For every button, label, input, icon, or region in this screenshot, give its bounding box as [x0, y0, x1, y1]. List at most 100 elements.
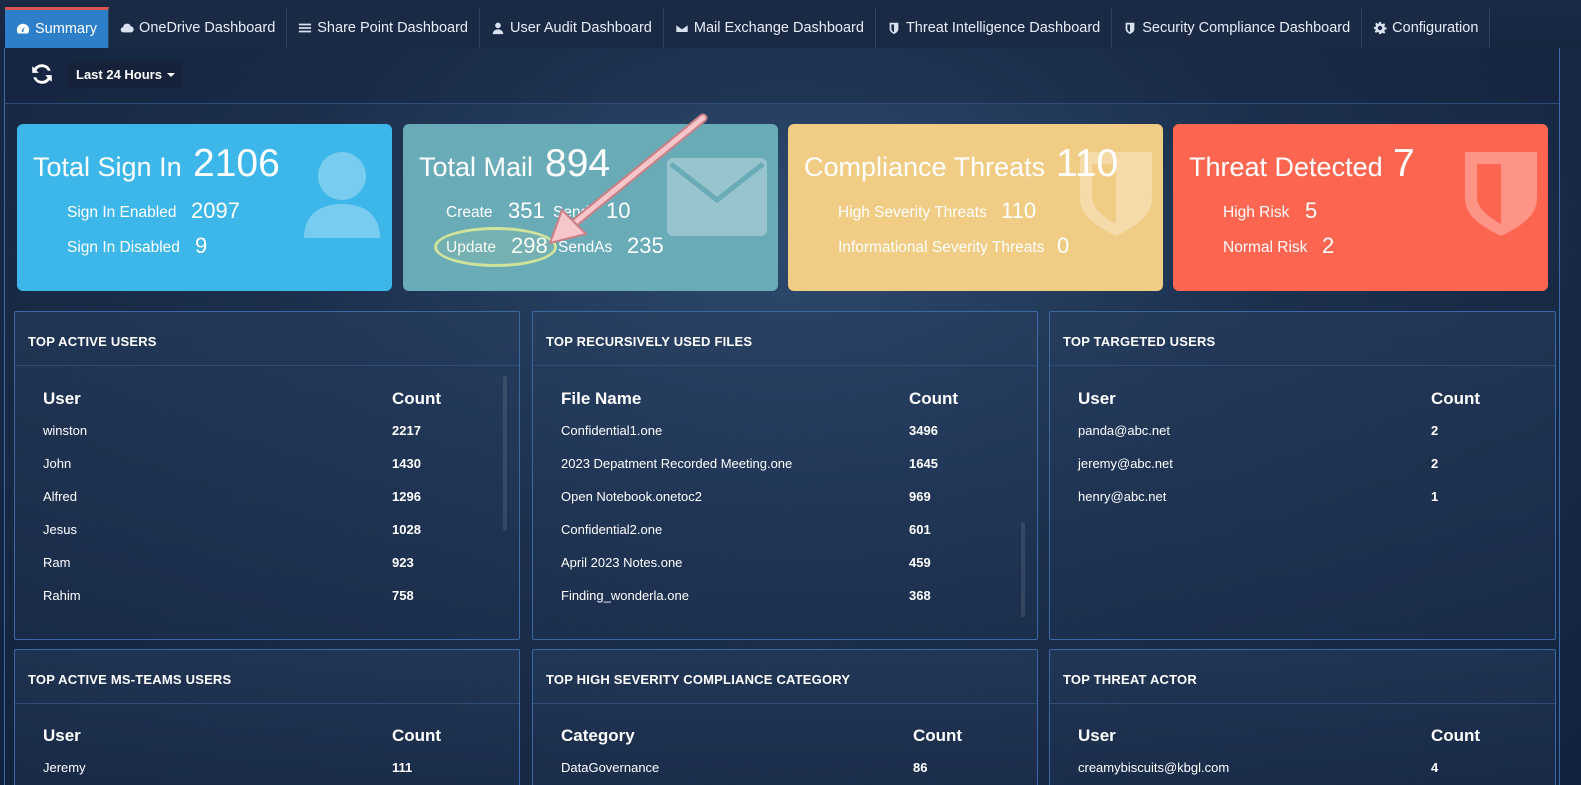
column-header-count: Count: [1431, 389, 1481, 408]
gear-icon: [1373, 21, 1387, 35]
table-body: winston 2217 John 1430 Alfred 1296 Jesus 102…: [15, 423, 519, 621]
caret-down-icon: [166, 72, 175, 77]
table-body: DataGovernance 86: [533, 760, 1037, 785]
table-row[interactable]: Jesus 1028: [43, 522, 421, 537]
table-row[interactable]: Alfred 1296: [43, 489, 421, 504]
cloud-icon: [120, 21, 134, 35]
table-row[interactable]: Open Notebook.onetoc2 969: [561, 489, 931, 504]
create-label: Create: [446, 204, 493, 221]
user-icon: [304, 152, 380, 238]
user-icon: [491, 21, 505, 35]
column-header-count: Count: [1431, 726, 1481, 745]
sign-in-enabled-value: 2097: [191, 198, 240, 223]
column-header-count: Count: [909, 389, 959, 408]
dashboard-icon: [16, 22, 30, 36]
table-row[interactable]: creamybiscuits@kbgl.com 4: [1078, 760, 1439, 775]
tab-label: Mail Exchange Dashboard: [693, 19, 864, 36]
create-value: 351: [508, 198, 545, 223]
tab-threat-intelligence[interactable]: Threat Intelligence Dashboard: [875, 7, 1113, 48]
informational-severity-value: 0: [1057, 233, 1070, 258]
tab-configuration[interactable]: Configuration: [1362, 7, 1491, 48]
table-row[interactable]: jeremy@abc.net 2: [1078, 456, 1439, 471]
sign-in-disabled-label: Sign In Disabled: [67, 239, 180, 256]
panel-title: TOP HIGH SEVERITY COMPLIANCE CATEGORY: [533, 650, 1037, 704]
tab-security-compliance[interactable]: Security Compliance Dashboard: [1112, 7, 1363, 48]
tab-label: Share Point Dashboard: [317, 19, 469, 36]
refresh-icon: [32, 64, 52, 84]
column-header-file-name: File Name: [561, 389, 642, 408]
high-severity-value: 110: [1001, 198, 1037, 223]
tab-bar: Summary OneDrive Dashboard Share Point D…: [0, 0, 1581, 48]
informational-severity-label: Informational Severity Threats: [838, 239, 1045, 256]
column-header-count: Count: [913, 726, 963, 745]
tab-sharepoint[interactable]: Share Point Dashboard: [287, 7, 481, 48]
table-row[interactable]: Confidential1.one 3496: [561, 423, 938, 438]
table-row[interactable]: henry@abc.net 1: [1078, 489, 1439, 504]
toolbar: Last 24 Hours: [5, 48, 1559, 104]
sendas-label: SendAs: [558, 239, 613, 256]
column-header-count: Count: [392, 726, 442, 745]
scrollbar[interactable]: [1021, 522, 1025, 617]
refresh-button[interactable]: [29, 61, 55, 87]
scrollbar[interactable]: [503, 376, 507, 531]
table-row[interactable]: winston 2217: [43, 423, 421, 438]
table-row[interactable]: 2023 Depatment Recorded Meeting.one 1645: [561, 456, 938, 471]
column-header-user: User: [43, 726, 81, 745]
panel-title: TOP RECURSIVELY USED FILES: [533, 312, 1037, 366]
top-threat-actor-panel: TOP THREAT ACTOR User Count creamybiscui…: [1049, 649, 1556, 785]
table-row[interactable]: Rahim 758: [43, 588, 414, 603]
total-sign-in-card[interactable]: Total Sign In 2106 Sign In Enabled 2097 …: [17, 124, 392, 291]
envelope-icon: [675, 21, 689, 35]
top-compliance-category-panel: TOP HIGH SEVERITY COMPLIANCE CATEGORY Ca…: [532, 649, 1038, 785]
compliance-threats-card[interactable]: Compliance Threats 110 High Severity Thr…: [788, 124, 1163, 291]
table-row[interactable]: Confidential2.one 601: [561, 522, 931, 537]
threat-detected-card[interactable]: Threat Detected 7 High Risk 5 Normal Ris…: [1173, 124, 1548, 291]
table-row[interactable]: panda@abc.net 2: [1078, 423, 1439, 438]
column-header-user: User: [43, 389, 81, 408]
card-title: Threat Detected: [1189, 152, 1383, 182]
annotation-arrow-icon: [548, 113, 708, 245]
panel-title: TOP ACTIVE USERS: [15, 312, 519, 366]
sendas-value: 235: [627, 233, 664, 258]
sign-in-enabled-label: Sign In Enabled: [67, 204, 177, 221]
tab-label: OneDrive Dashboard: [139, 19, 276, 36]
card-total: 894: [545, 142, 611, 185]
sign-in-disabled-value: 9: [195, 233, 208, 258]
shield-icon: [1080, 152, 1152, 236]
table-row[interactable]: Jeremy 111: [43, 760, 413, 775]
highlight-ellipse: [434, 227, 557, 267]
table-body: Jeremy 111: [15, 760, 519, 785]
tab-mail-exchange[interactable]: Mail Exchange Dashboard: [663, 7, 876, 48]
time-range-label: Last 24 Hours: [76, 67, 162, 82]
card-title: Compliance Threats: [804, 152, 1046, 182]
column-header-user: User: [1078, 389, 1116, 408]
top-active-users-panel: TOP ACTIVE USERS User Count winston 2217 …: [14, 311, 520, 640]
tab-label: Threat Intelligence Dashboard: [905, 19, 1101, 36]
card-total: 7: [1393, 142, 1415, 185]
tab-summary[interactable]: Summary: [5, 7, 110, 48]
column-header-user: User: [1078, 726, 1116, 745]
tab-user-audit[interactable]: User Audit Dashboard: [480, 7, 664, 48]
high-risk-label: High Risk: [1223, 204, 1290, 221]
top-targeted-users-panel: TOP TARGETED USERS User Count panda@abc.…: [1049, 311, 1556, 640]
content-frame: [4, 48, 1560, 785]
send-value: 10: [606, 198, 631, 223]
table-row[interactable]: DataGovernance 86: [561, 760, 928, 775]
tab-label: User Audit Dashboard: [510, 19, 652, 36]
top-files-panel: TOP RECURSIVELY USED FILES File Name Cou…: [532, 311, 1038, 640]
card-title: Total Mail: [419, 152, 534, 182]
table-body: creamybiscuits@kbgl.com 4: [1050, 760, 1555, 785]
table-row[interactable]: John 1430: [43, 456, 421, 471]
table-row[interactable]: Ram 923: [43, 555, 414, 570]
panel-title: TOP ACTIVE MS-TEAMS USERS: [15, 650, 519, 704]
envelope-icon: [667, 158, 767, 236]
tab-label: Configuration: [1392, 19, 1479, 36]
table-row[interactable]: Finding_wonderla.one 368: [561, 588, 931, 603]
tab-onedrive[interactable]: OneDrive Dashboard: [109, 7, 288, 48]
panel-title: TOP TARGETED USERS: [1050, 312, 1555, 366]
time-range-dropdown[interactable]: Last 24 Hours: [68, 61, 183, 88]
list-icon: [298, 21, 312, 35]
table-row[interactable]: April 2023 Notes.one 459: [561, 555, 931, 570]
high-severity-label: High Severity Threats: [838, 204, 987, 221]
top-teams-users-panel: TOP ACTIVE MS-TEAMS USERS User Count Jer…: [14, 649, 520, 785]
